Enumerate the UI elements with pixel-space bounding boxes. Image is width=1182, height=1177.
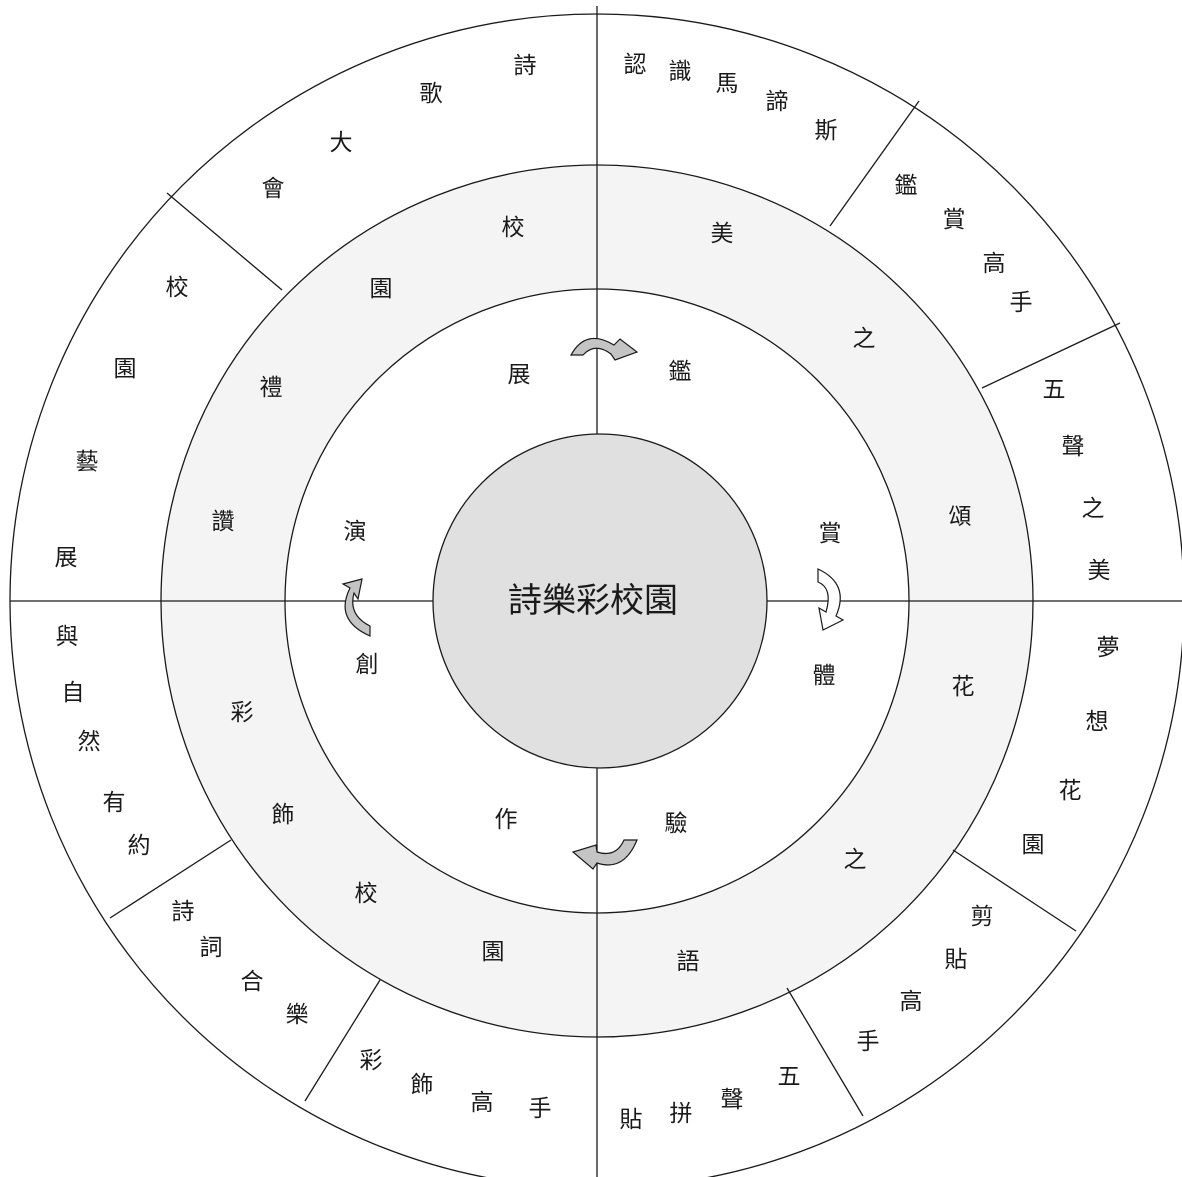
outer-s9-char: 有 xyxy=(103,790,126,816)
inner-label-top-left: 展 xyxy=(508,362,531,388)
outer-s6-char: 五 xyxy=(778,1064,801,1090)
outer-s4-char: 園 xyxy=(1022,832,1045,858)
outer-s4-char: 夢 xyxy=(1097,635,1120,661)
outer-s4-char: 想 xyxy=(1086,709,1109,735)
middle-q1-char: 頌 xyxy=(949,504,972,530)
middle-q1-char: 美 xyxy=(711,221,734,247)
middle-q3-char: 校 xyxy=(355,881,378,907)
outer-s4-char: 花 xyxy=(1059,778,1082,804)
outer-s2-char: 鑑 xyxy=(895,173,918,199)
middle-q3-char: 飾 xyxy=(272,802,295,828)
outer-segment-dividers xyxy=(109,100,1121,1117)
inner-label-left-bottom: 創 xyxy=(356,652,379,678)
outer-s8-char: 詞 xyxy=(200,935,223,961)
outer-s8-char: 詩 xyxy=(172,899,195,925)
outer-s2-char: 賞 xyxy=(943,207,966,233)
middle-q4-char: 校 xyxy=(502,215,525,241)
inner-label-bottom-left: 作 xyxy=(495,807,518,833)
outer-s11-char: 詩 xyxy=(514,53,537,79)
inner-label-left-top: 演 xyxy=(344,519,367,545)
outer-s3-char: 美 xyxy=(1088,558,1111,584)
middle-q3-char: 園 xyxy=(482,939,505,965)
outer-s1-char: 識 xyxy=(669,59,692,85)
outer-s7-char: 彩 xyxy=(360,1048,383,1074)
outer-s11-char: 會 xyxy=(262,176,285,202)
middle-q2-char: 之 xyxy=(844,847,867,873)
outer-s9-char: 約 xyxy=(128,833,151,859)
outer-s10-char: 藝 xyxy=(76,449,99,475)
outer-s10-char: 園 xyxy=(114,356,137,382)
outer-s5-char: 貼 xyxy=(945,947,968,973)
outer-s1-char: 斯 xyxy=(815,118,838,144)
outer-s11-char: 大 xyxy=(330,130,353,156)
inner-label-right-top: 賞 xyxy=(819,521,842,547)
outer-s7-char: 高 xyxy=(471,1090,494,1116)
outer-s11-char: 歌 xyxy=(420,81,443,107)
middle-q4-char: 讚 xyxy=(212,509,235,535)
middle-q4-char: 禮 xyxy=(260,375,283,401)
outer-s2-char: 高 xyxy=(983,251,1006,277)
outer-s1-char: 諦 xyxy=(766,89,789,115)
cycle-arrow-bottom xyxy=(571,839,638,870)
outer-s9-char: 與 xyxy=(56,624,79,650)
outer-s6-char: 拼 xyxy=(670,1101,693,1127)
cycle-arrow-top xyxy=(569,337,639,361)
outer-s3-char: 聲 xyxy=(1062,434,1085,460)
outer-s5-char: 剪 xyxy=(971,904,994,930)
middle-q2-char: 花 xyxy=(952,674,975,700)
outer-s10-char: 校 xyxy=(166,275,189,301)
outer-s2-char: 手 xyxy=(1010,290,1033,316)
middle-q3-char: 彩 xyxy=(231,700,254,726)
outer-s10-char: 展 xyxy=(55,545,78,571)
cycle-arrow-right xyxy=(817,568,845,631)
outer-s1-char: 馬 xyxy=(716,71,739,97)
outer-s1-char: 認 xyxy=(624,52,647,78)
middle-q1-char: 之 xyxy=(853,326,876,352)
outer-s5-char: 高 xyxy=(900,989,923,1015)
middle-q2-char: 語 xyxy=(677,949,700,975)
cycle-arrow-left xyxy=(341,578,371,637)
outer-s8-char: 樂 xyxy=(286,1002,309,1028)
inner-label-top-right: 鑑 xyxy=(669,359,692,385)
outer-s9-char: 然 xyxy=(78,729,101,755)
outer-s6-char: 聲 xyxy=(721,1087,744,1113)
center-title: 詩樂彩校園 xyxy=(508,581,678,621)
outer-s8-char: 合 xyxy=(241,969,264,995)
outer-s6-char: 貼 xyxy=(620,1107,643,1133)
outer-s5-char: 手 xyxy=(857,1029,880,1055)
outer-s7-char: 手 xyxy=(529,1096,552,1122)
middle-ring-labels: 美 之 頌 花 之 語 彩 飾 校 園 校 園 禮 讚 xyxy=(212,215,975,975)
outer-s3-char: 之 xyxy=(1082,496,1105,522)
outer-s3-char: 五 xyxy=(1043,377,1066,403)
inner-ring-labels: 展 鑑 賞 體 驗 作 創 演 xyxy=(344,359,842,837)
middle-q4-char: 園 xyxy=(370,276,393,302)
outer-s7-char: 飾 xyxy=(411,1072,434,1098)
center-circle xyxy=(432,433,768,769)
outer-ring-labels: 認 識 馬 諦 斯 鑑 賞 高 手 五 聲 之 美 夢 想 花 園 剪 貼 高 … xyxy=(55,52,1120,1133)
outer-s9-char: 自 xyxy=(62,680,85,706)
inner-label-bottom-right: 驗 xyxy=(665,811,688,837)
inner-label-right-bottom: 體 xyxy=(813,663,836,689)
